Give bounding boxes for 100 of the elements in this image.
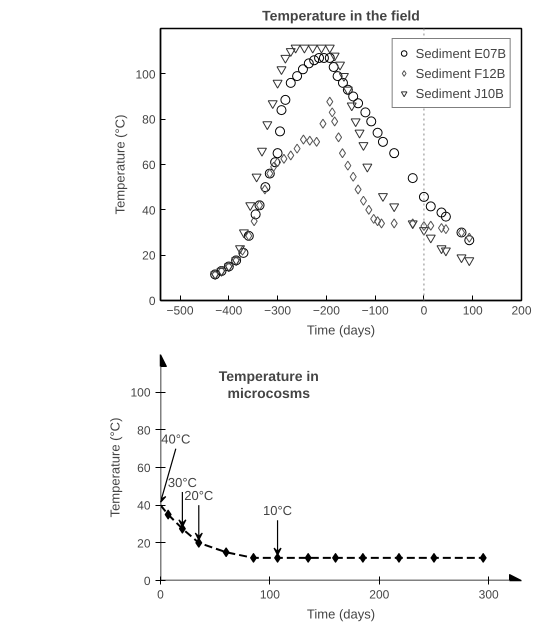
point bbox=[440, 212, 451, 222]
y-tick-label: 80 bbox=[142, 112, 156, 127]
legend-label: Sediment E07B bbox=[416, 46, 506, 60]
point bbox=[332, 552, 340, 563]
point bbox=[275, 126, 286, 136]
point bbox=[252, 174, 262, 182]
point bbox=[309, 55, 320, 66]
x-axis-title: Time (days) bbox=[306, 606, 376, 622]
point bbox=[262, 121, 272, 130]
point bbox=[378, 218, 385, 228]
point bbox=[238, 229, 249, 238]
y-tick-label: 20 bbox=[142, 248, 156, 263]
point bbox=[319, 118, 326, 129]
point bbox=[274, 552, 282, 563]
point bbox=[335, 62, 346, 70]
point bbox=[280, 54, 290, 64]
point bbox=[276, 105, 286, 116]
point bbox=[280, 154, 288, 164]
point bbox=[335, 132, 342, 142]
point bbox=[365, 204, 372, 215]
point bbox=[286, 78, 296, 88]
point bbox=[235, 245, 246, 254]
point bbox=[300, 134, 307, 145]
point bbox=[418, 227, 429, 236]
point bbox=[304, 552, 312, 563]
point bbox=[427, 220, 434, 231]
point bbox=[287, 150, 294, 160]
point bbox=[353, 98, 364, 108]
x-tick-label: −400 bbox=[215, 304, 243, 318]
point bbox=[316, 44, 326, 54]
point bbox=[292, 71, 302, 82]
point bbox=[350, 118, 361, 128]
point bbox=[360, 107, 370, 118]
x-tick-label: −100 bbox=[362, 304, 389, 318]
point bbox=[390, 218, 398, 228]
y-axis-title: Temperature (°C) bbox=[112, 114, 128, 214]
point bbox=[338, 73, 349, 82]
point bbox=[314, 52, 324, 63]
point bbox=[250, 552, 257, 563]
x-tick-label: 300 bbox=[478, 588, 500, 602]
point bbox=[348, 92, 358, 102]
chart-title: Temperature in the field bbox=[262, 8, 420, 24]
y-tick-label: 100 bbox=[130, 386, 151, 400]
point bbox=[372, 128, 383, 138]
annotation: 20°C bbox=[184, 488, 214, 504]
y-tick-label: 0 bbox=[144, 574, 151, 588]
point bbox=[442, 224, 450, 234]
point bbox=[276, 66, 286, 75]
text: Temperature in microcosms bbox=[218, 368, 319, 401]
point bbox=[274, 157, 282, 168]
point bbox=[436, 208, 446, 218]
y-tick-label: 0 bbox=[148, 294, 156, 308]
point bbox=[389, 203, 400, 212]
y-axis-title: Temperature (°C) bbox=[107, 418, 122, 518]
point bbox=[430, 552, 438, 563]
x-tick-label: −200 bbox=[312, 304, 340, 318]
point bbox=[328, 62, 339, 72]
point bbox=[304, 58, 314, 68]
point bbox=[318, 52, 329, 63]
y-tick-label: 60 bbox=[142, 158, 156, 172]
point bbox=[436, 245, 446, 254]
point bbox=[440, 248, 451, 256]
point bbox=[331, 116, 338, 126]
point bbox=[350, 172, 357, 182]
point bbox=[272, 148, 283, 158]
point bbox=[420, 221, 428, 232]
point bbox=[480, 552, 487, 563]
point bbox=[238, 248, 248, 258]
point bbox=[378, 193, 388, 202]
point bbox=[270, 162, 278, 172]
point bbox=[290, 44, 301, 54]
legend-label: Sediment F12B bbox=[416, 66, 506, 80]
point bbox=[464, 235, 474, 246]
point bbox=[238, 246, 246, 256]
y-tick-label: 40 bbox=[137, 498, 151, 513]
point bbox=[359, 552, 366, 563]
point bbox=[299, 44, 310, 54]
point bbox=[306, 136, 314, 146]
point bbox=[298, 64, 308, 74]
y-tick-label: 20 bbox=[137, 536, 151, 550]
point bbox=[466, 232, 473, 243]
point bbox=[438, 222, 445, 233]
x-axis-title: Time (days) bbox=[306, 322, 376, 338]
point bbox=[374, 216, 382, 226]
point bbox=[362, 164, 372, 172]
point bbox=[308, 44, 318, 54]
point bbox=[164, 510, 172, 520]
point bbox=[395, 552, 402, 563]
point bbox=[338, 78, 348, 88]
y-tick-label: 80 bbox=[137, 423, 151, 438]
point bbox=[366, 116, 376, 126]
point bbox=[332, 71, 343, 82]
x-tick-label: 0 bbox=[157, 588, 164, 602]
x-tick-label: −500 bbox=[166, 304, 194, 318]
point bbox=[280, 94, 290, 105]
legend-label: Sediment J10B bbox=[416, 86, 504, 100]
point bbox=[330, 52, 340, 62]
point bbox=[358, 142, 368, 151]
point bbox=[270, 157, 280, 168]
point bbox=[256, 148, 267, 157]
